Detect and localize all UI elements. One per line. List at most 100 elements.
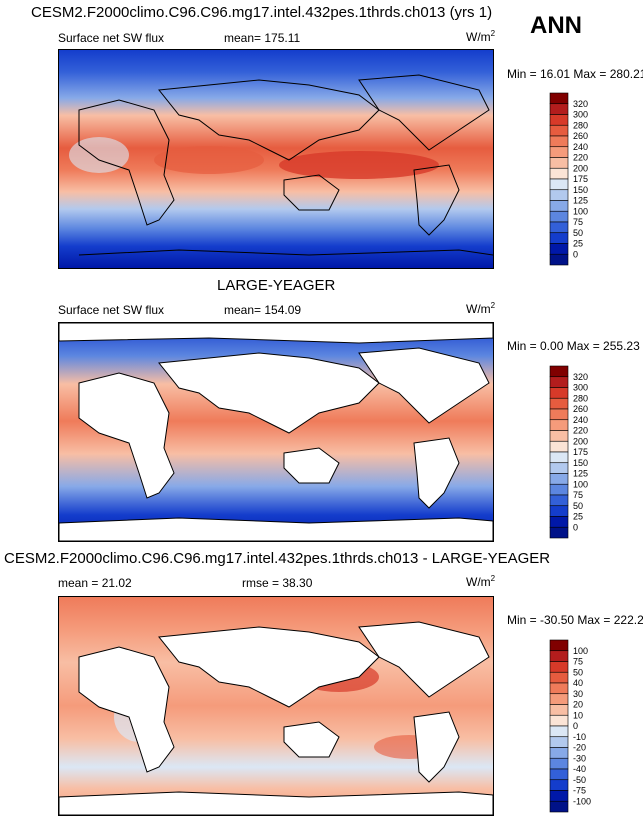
season-label: ANN xyxy=(530,12,582,39)
colorbar-swatch xyxy=(549,682,569,695)
colorbar-swatch xyxy=(549,505,569,517)
panel2-units: W/m2 xyxy=(466,301,496,316)
colorbar-tick-label: 40 xyxy=(573,678,583,688)
panel1-minmax: Min = 16.01 Max = 280.21 xyxy=(507,67,643,81)
colorbar-tick-label: -75 xyxy=(573,786,586,796)
colorbar-tick-label: 150 xyxy=(573,185,588,195)
colorbar-swatch xyxy=(549,725,569,738)
colorbar-swatch xyxy=(549,779,569,791)
colorbar-swatch xyxy=(549,483,569,496)
colorbar-swatch xyxy=(549,736,569,748)
colorbar-swatch xyxy=(549,114,569,126)
colorbar-tick-label: 50 xyxy=(573,667,583,677)
colorbar-tick-label: 240 xyxy=(573,142,588,152)
colorbar-swatch xyxy=(549,800,569,813)
colorbar-tick-label: 300 xyxy=(573,110,588,120)
colorbar-swatch xyxy=(549,397,569,410)
colorbar-tick-label: -10 xyxy=(573,732,586,742)
panel2-map xyxy=(58,322,494,542)
colorbar-tick-label: 0 xyxy=(573,249,578,259)
panel2-mean-label: mean= 154.09 xyxy=(224,303,302,317)
colorbar-tick-label: 300 xyxy=(573,383,588,393)
colorbar-swatch xyxy=(549,157,569,169)
colorbar-swatch xyxy=(549,639,569,652)
colorbar-swatch xyxy=(549,387,569,399)
colorbar-swatch xyxy=(549,365,569,378)
panel1-units: W/m2 xyxy=(466,29,496,44)
panel2-variable-label: Surface net SW flux xyxy=(58,303,165,317)
colorbar-swatch xyxy=(549,693,569,705)
colorbar-swatch xyxy=(549,146,569,158)
colorbar-swatch xyxy=(549,189,569,201)
colorbar-swatch xyxy=(549,526,569,539)
colorbar-swatch xyxy=(549,462,569,474)
colorbar-swatch xyxy=(549,650,569,662)
colorbar-tick-label: 75 xyxy=(573,217,583,227)
panel1-mean-label: mean= 175.11 xyxy=(224,31,301,45)
colorbar-tick-label: -50 xyxy=(573,775,586,785)
panel2-title: LARGE-YEAGER xyxy=(217,277,336,294)
colorbar-swatch xyxy=(549,92,569,105)
colorbar-swatch xyxy=(549,757,569,770)
colorbar-tick-label: 175 xyxy=(573,447,588,457)
colorbar-swatch xyxy=(549,124,569,137)
colorbar-swatch xyxy=(549,704,569,716)
colorbar-swatch xyxy=(549,661,569,673)
colorbar-swatch xyxy=(549,243,569,255)
colorbar-tick-label: 200 xyxy=(573,436,588,446)
colorbar-swatch xyxy=(549,451,569,464)
colorbar-swatch xyxy=(549,376,569,388)
panel2-colorbar: 320 300 280 260 240 220 200 175 150 125 100 75 50 25 0 xyxy=(549,365,610,539)
colorbar-swatch xyxy=(549,671,569,684)
colorbar-tick-label: 240 xyxy=(573,415,588,425)
colorbar-swatch xyxy=(549,419,569,431)
colorbar-tick-label: -100 xyxy=(573,796,591,806)
colorbar-tick-label: 20 xyxy=(573,700,583,710)
panel1-variable-label: Surface net SW flux xyxy=(58,31,165,45)
colorbar-swatch xyxy=(549,768,569,781)
panel1-indian-max xyxy=(154,146,264,174)
panel1-pacific-max xyxy=(279,151,439,179)
panel1-map xyxy=(58,49,494,269)
colorbar-tick-label: 75 xyxy=(573,657,583,667)
colorbar-tick-label: 220 xyxy=(573,153,588,163)
colorbar-tick-label: 10 xyxy=(573,710,583,720)
panel3-title: CESM2.F2000climo.C96.C96.mg17.intel.432p… xyxy=(4,550,551,567)
panel3-rmse-label: rmse = 38.30 xyxy=(242,576,313,590)
colorbar-tick-label: 220 xyxy=(573,426,588,436)
colorbar-swatch xyxy=(549,221,569,234)
colorbar-tick-label: 25 xyxy=(573,239,583,249)
colorbar-tick-label: 0 xyxy=(573,721,578,731)
colorbar-tick-label: 320 xyxy=(573,99,588,109)
colorbar-tick-label: -30 xyxy=(573,753,586,763)
colorbar-tick-label: 100 xyxy=(573,646,588,656)
colorbar-tick-label: 25 xyxy=(573,512,583,522)
colorbar-tick-label: 280 xyxy=(573,393,588,403)
panel2-minmax: Min = 0.00 Max = 255.23 xyxy=(507,339,640,353)
colorbar-swatch xyxy=(549,232,569,244)
colorbar-tick-label: 100 xyxy=(573,206,588,216)
colorbar-swatch xyxy=(549,430,569,442)
colorbar-swatch xyxy=(549,135,569,148)
colorbar-swatch xyxy=(549,167,569,180)
colorbar-tick-label: 50 xyxy=(573,501,583,511)
colorbar-tick-label: 125 xyxy=(573,196,588,206)
panel3-mean-label: mean = 21.02 xyxy=(58,576,132,590)
colorbar-swatch xyxy=(549,253,569,266)
colorbar-swatch xyxy=(549,408,569,421)
colorbar-tick-label: 260 xyxy=(573,404,588,414)
panel3-colorbar: 100 75 50 40 30 20 10 0 -10 -20 -30 -40 -50 -75 -100 xyxy=(549,639,610,813)
colorbar-swatch xyxy=(549,473,569,485)
colorbar-swatch xyxy=(549,790,569,802)
colorbar-tick-label: 30 xyxy=(573,689,583,699)
panel3-map xyxy=(58,596,494,816)
panel1-atlantic-feature xyxy=(69,137,129,173)
colorbar-swatch xyxy=(549,210,569,223)
colorbar-swatch xyxy=(549,747,569,759)
colorbar-tick-label: 75 xyxy=(573,490,583,500)
colorbar-swatch xyxy=(549,178,569,191)
panel1-colorbar: 320 300 280 260 240 220 200 175 150 125 100 75 50 25 0 xyxy=(549,92,610,266)
colorbar-tick-label: 280 xyxy=(573,120,588,130)
panel1-coastlines xyxy=(78,74,493,256)
colorbar-swatch xyxy=(549,103,569,115)
